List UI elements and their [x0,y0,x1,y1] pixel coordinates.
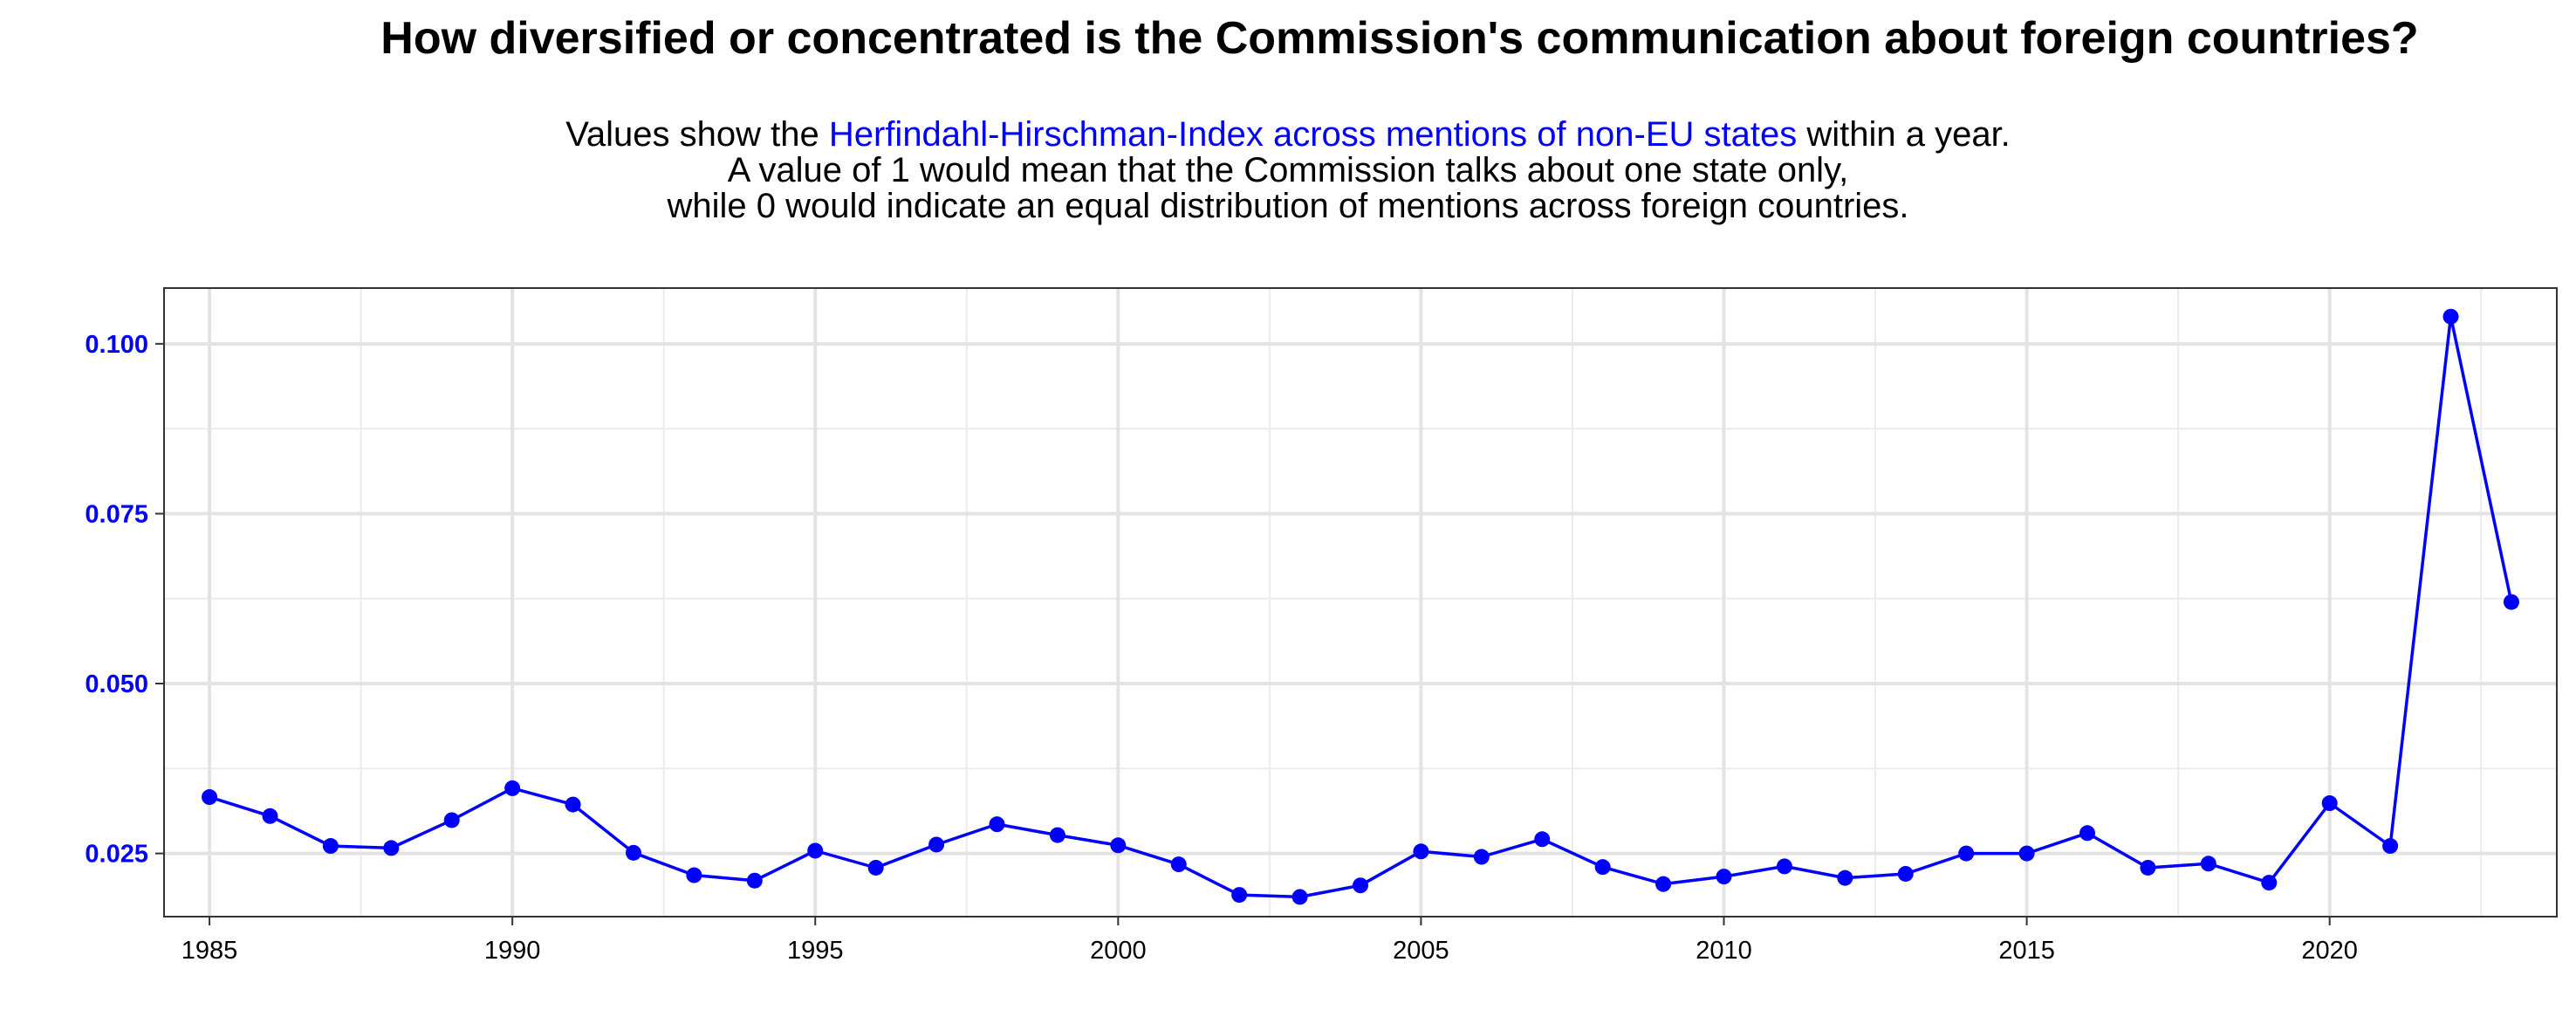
data-point [443,812,460,828]
data-point [2321,795,2338,812]
x-tick-label: 2005 [1393,937,1449,965]
data-point [1534,831,1551,848]
data-point [928,836,945,853]
data-point [1353,877,1368,894]
subtitle-line-2: A value of 1 would mean that the Commiss… [727,151,1849,189]
data-point [1231,887,1248,904]
plot-panel [164,288,2557,917]
data-point [383,840,400,856]
data-point [2140,859,2156,876]
data-point [2200,856,2216,872]
data-point [1594,859,1611,876]
data-point [686,867,702,883]
data-point [2382,838,2399,855]
data-point [2442,308,2459,325]
data-point [1291,889,1308,905]
data-point [2503,594,2519,610]
y-tick-label: 0.075 [85,500,148,528]
data-point [2261,875,2278,891]
data-point [746,872,763,889]
data-point [565,796,581,813]
data-point [202,789,218,806]
data-point [1473,849,1490,865]
x-tick-label: 2000 [1090,937,1147,965]
data-point [2079,825,2096,842]
x-tick-label: 1985 [182,937,238,965]
data-point [625,844,641,861]
data-point [1958,845,1975,862]
subtitle-line-3: while 0 would indicate an equal distribu… [667,187,1909,225]
data-point [1716,869,1732,885]
data-point [989,816,1005,833]
data-point [1049,827,1065,843]
y-tick-label: 0.050 [85,670,148,698]
x-tick-label: 1990 [484,937,541,965]
data-point [1110,837,1127,854]
chart-subtitle: Values show the Herfindahl-Hirschman-Ind… [0,117,2576,224]
panel-border [163,287,2558,918]
data-point [1170,856,1187,873]
data-point [1837,869,1853,886]
subtitle-highlight: Herfindahl-Hirschman-Index across mentio… [828,115,1798,154]
data-point [807,842,824,859]
data-point [867,859,884,876]
y-tick-label: 0.100 [85,331,148,359]
data-point [262,808,278,824]
data-point [1655,876,1672,892]
x-tick-label: 2020 [2301,937,2358,965]
x-tick-label: 2010 [1696,937,1752,965]
data-point [1776,858,1792,875]
data-point [1897,865,1914,882]
data-point [504,780,521,796]
data-point [322,838,339,855]
x-tick-label: 1995 [787,937,844,965]
data-point [2018,845,2035,862]
y-tick-label: 0.025 [85,841,148,869]
chart-title: How diversified or concentrated is the C… [380,13,2419,64]
data-point [1413,843,1429,860]
subtitle-line-1: Values show the Herfindahl-Hirschman-Ind… [565,115,2011,154]
x-tick-label: 2015 [1998,937,2055,965]
